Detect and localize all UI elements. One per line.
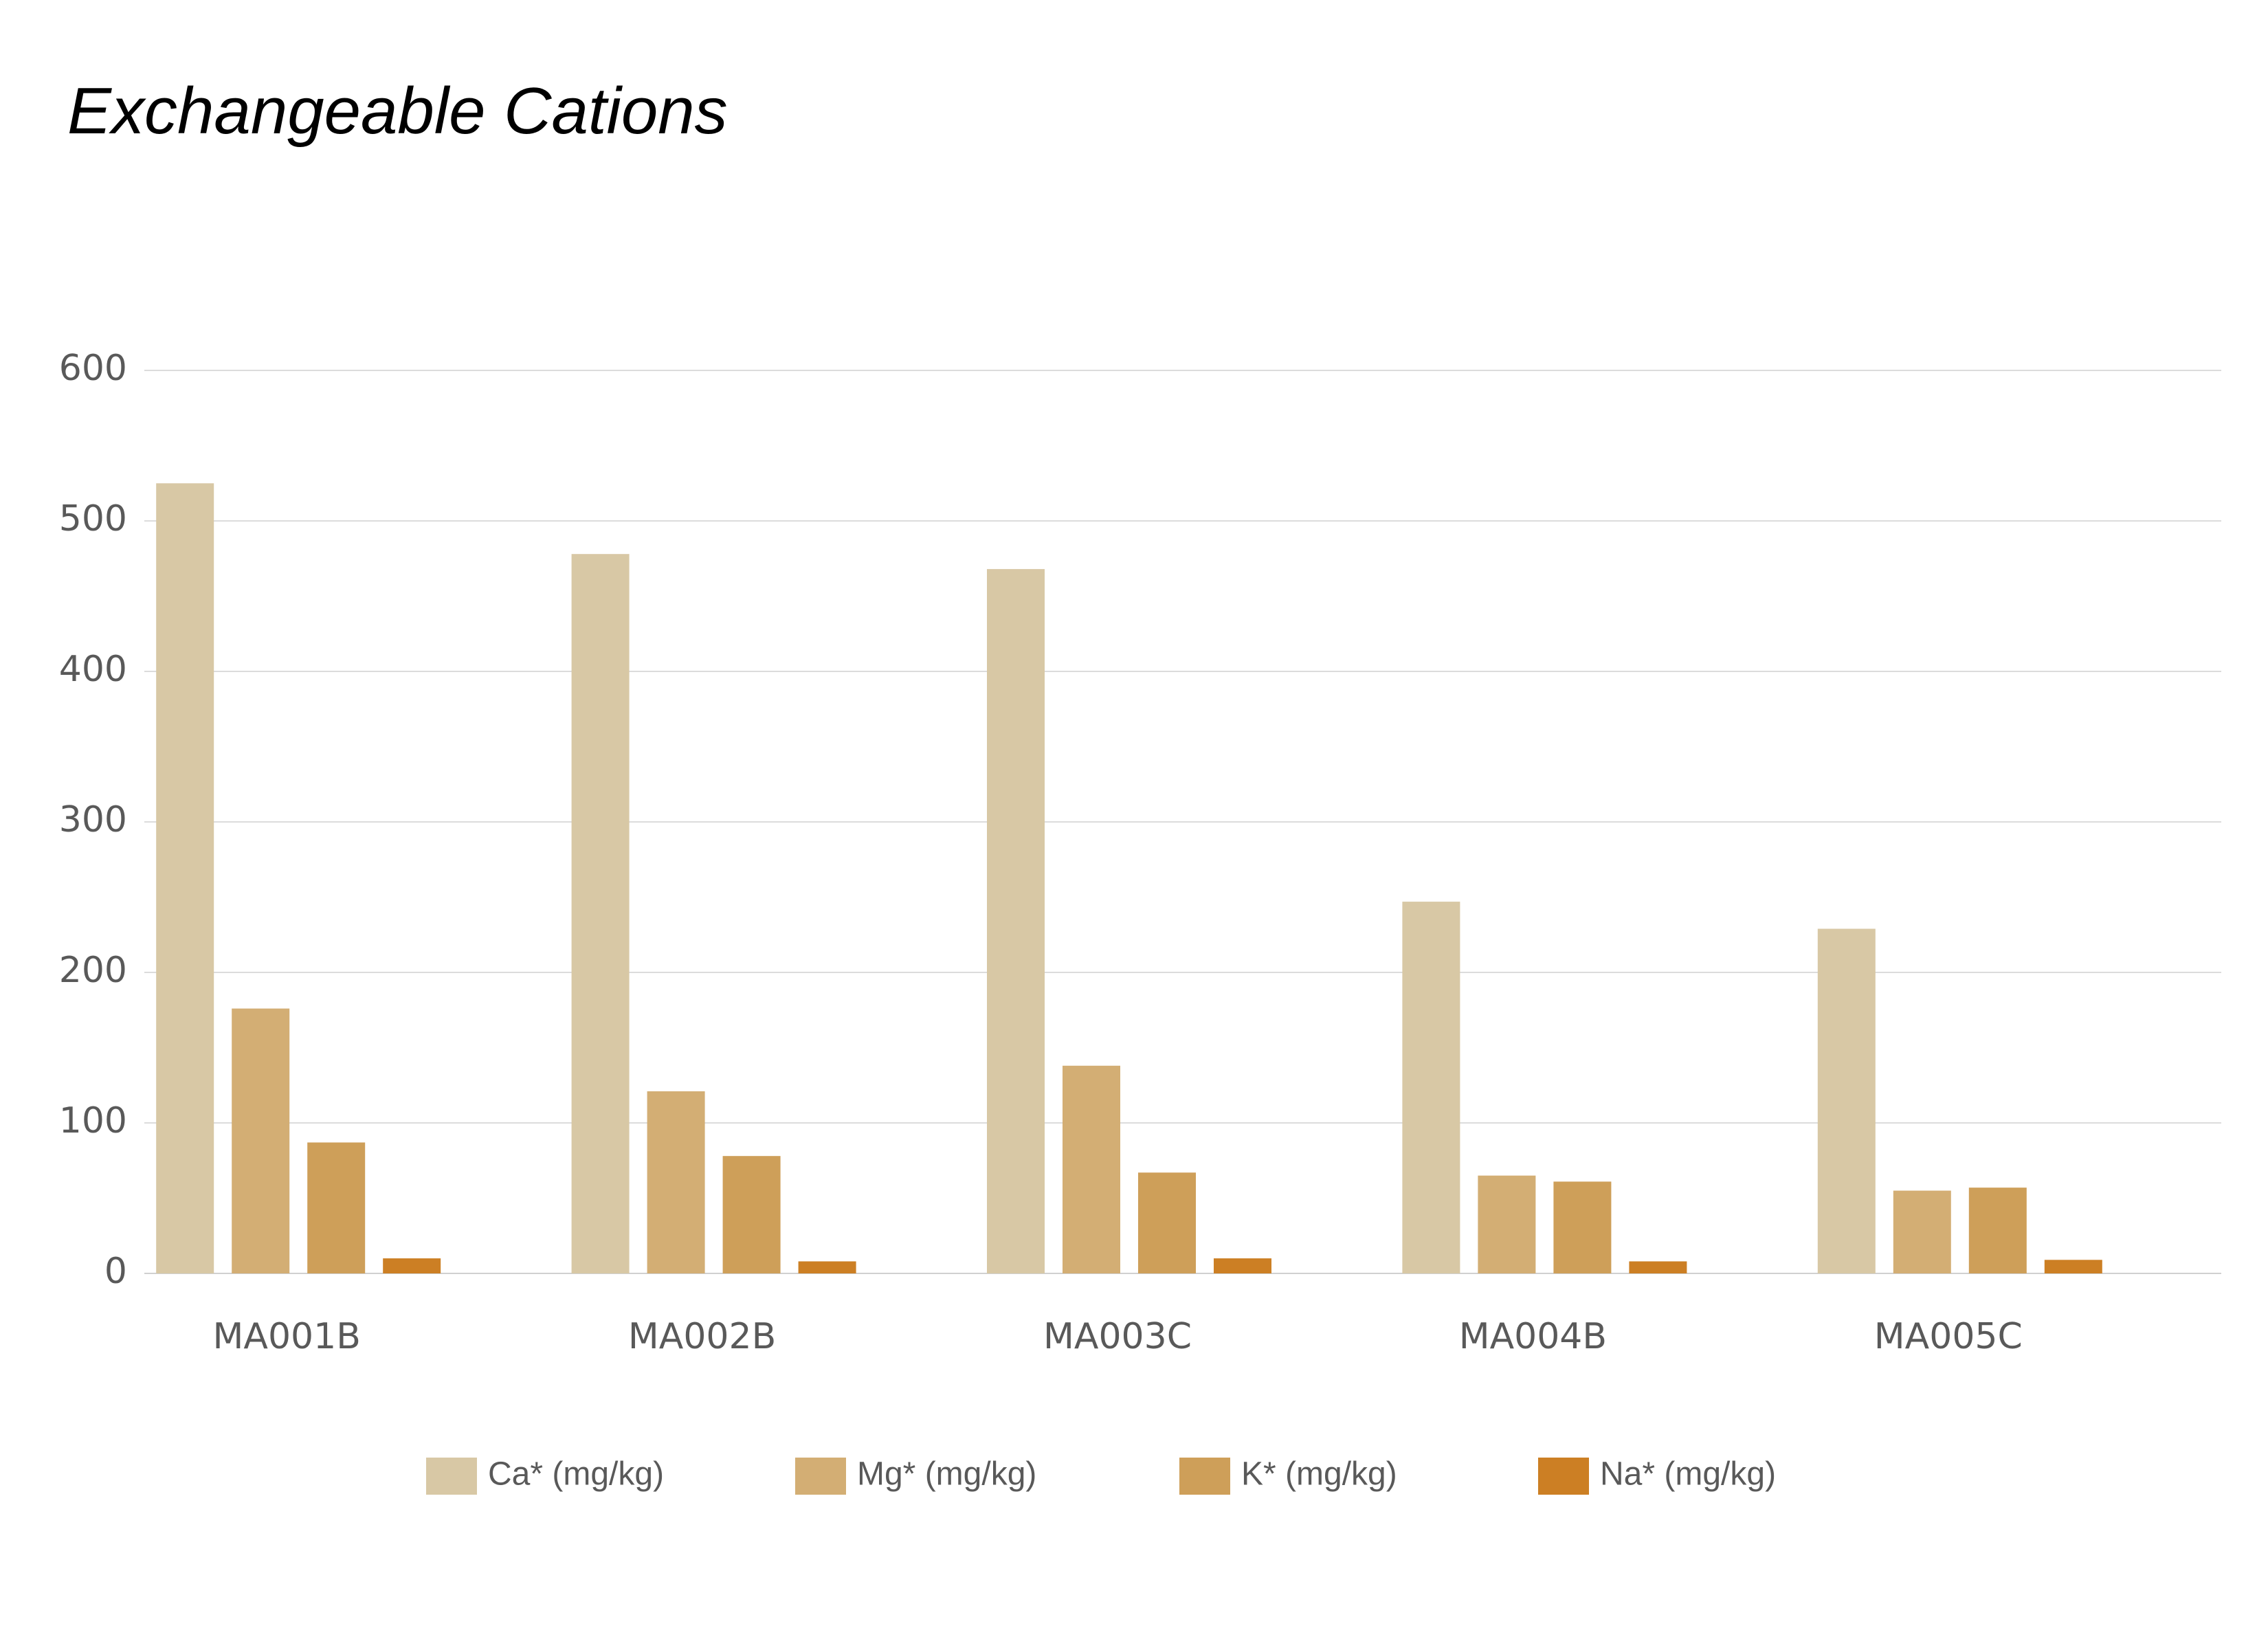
bar [1629, 1261, 1687, 1273]
bar [1214, 1258, 1271, 1273]
gridlines [144, 370, 2221, 1274]
bar [1402, 902, 1460, 1273]
bar [2044, 1260, 2102, 1273]
x-tick-label: MA001B [213, 1316, 361, 1357]
bar [1968, 1188, 2027, 1273]
legend: Ca* (mg/kg) Mg* (mg/kg) K* (mg/kg) Na* (mg/… [426, 1456, 1776, 1495]
x-tick-label: MA002B [628, 1316, 776, 1357]
bar [1478, 1175, 1536, 1273]
y-tick-label: 600 [59, 348, 127, 389]
bar [1553, 1181, 1612, 1273]
y-tick-label: 400 [59, 649, 127, 690]
bars [156, 483, 2102, 1274]
x-tick-label: MA005C [1874, 1316, 2023, 1357]
bar [571, 554, 630, 1274]
legend-swatch [426, 1458, 477, 1495]
legend-label: Na* (mg/kg) [1600, 1456, 1776, 1493]
y-tick-label: 200 [59, 950, 127, 991]
chart-title: Exchangeable Cations [67, 74, 728, 148]
bar [1138, 1172, 1196, 1273]
bar [307, 1142, 366, 1273]
y-tick-label: 100 [59, 1100, 127, 1141]
bar [798, 1261, 856, 1273]
x-tick-label: MA003C [1043, 1316, 1192, 1357]
bar [232, 1008, 290, 1273]
legend-label: Mg* (mg/kg) [857, 1456, 1036, 1493]
bar [987, 569, 1045, 1273]
bar [1817, 928, 1876, 1273]
bar [156, 483, 214, 1273]
bar [383, 1258, 441, 1273]
y-tick-label: 0 [104, 1251, 127, 1292]
y-tick-label: 300 [59, 799, 127, 840]
legend-swatch [1179, 1458, 1230, 1495]
legend-swatch [795, 1458, 846, 1495]
bar [1063, 1065, 1120, 1273]
axes: 0 100 200 300 400 500 600 MA001B MA002B MA003C MA0… [59, 348, 2023, 1357]
x-tick-label: MA004B [1459, 1316, 1607, 1357]
legend-label: K* (mg/kg) [1241, 1456, 1397, 1493]
legend-swatch [1538, 1458, 1589, 1495]
y-tick-label: 500 [59, 498, 127, 539]
bar [1893, 1190, 1951, 1273]
legend-label: Ca* (mg/kg) [488, 1456, 664, 1493]
bar [647, 1091, 705, 1273]
bar [722, 1156, 781, 1273]
